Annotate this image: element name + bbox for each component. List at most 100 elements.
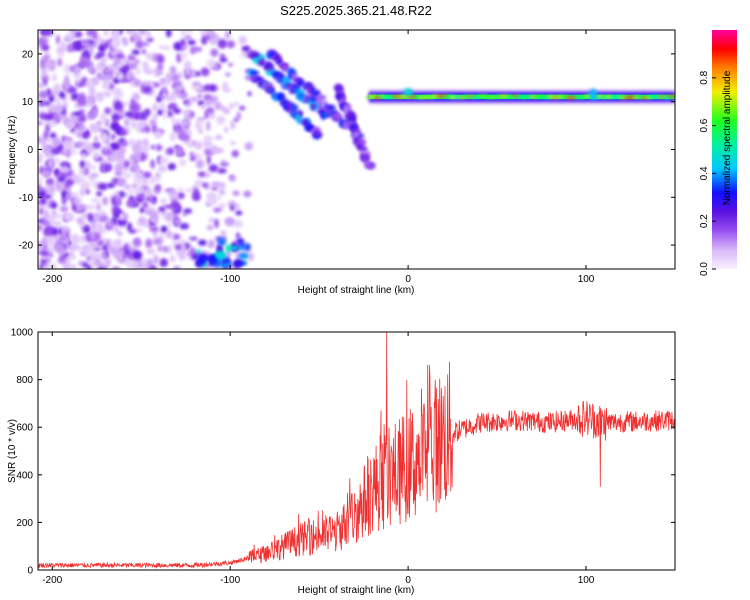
noise-blob: [64, 232, 70, 239]
noise-blob: [72, 148, 77, 156]
noise-blob: [154, 183, 162, 192]
noise-blob: [97, 127, 105, 133]
noise-blob: [213, 207, 222, 213]
noise-blob: [60, 166, 71, 174]
noise-blob: [154, 130, 163, 139]
noise-blob: [204, 84, 211, 91]
noise-blob: [127, 222, 133, 232]
noise-blob: [180, 30, 188, 37]
noise-blob: [96, 239, 104, 247]
noise-blob: [132, 92, 140, 102]
noise-blob: [99, 215, 109, 223]
noise-blob: [166, 147, 175, 155]
noise-blob: [144, 206, 155, 211]
noise-blob: [38, 208, 44, 215]
noise-blob: [139, 120, 148, 129]
noise-blob: [134, 228, 143, 233]
low-band-blob: [234, 259, 242, 269]
noise-blob: [135, 186, 146, 194]
noise-blob: [41, 216, 47, 226]
low-band-blob: [214, 259, 223, 268]
noise-blob: [66, 85, 77, 94]
noise-blob: [104, 82, 111, 88]
top-x-ticks: -200 -100 0 100: [42, 30, 595, 285]
noise-blob: [230, 205, 235, 211]
low-band-blob: [210, 258, 216, 266]
noise-blob: [50, 202, 58, 209]
noise-blob: [241, 45, 251, 52]
noise-blob: [129, 153, 139, 162]
noise-blob: [131, 142, 141, 153]
noise-blob: [185, 188, 193, 193]
noise-blob: [125, 70, 135, 81]
track-blob: [291, 73, 297, 79]
track-blob: [363, 158, 369, 164]
noise-blob: [79, 177, 86, 184]
noise-blob: [79, 235, 86, 243]
noise-blob: [123, 118, 130, 128]
noise-blob: [61, 260, 66, 265]
track-blob: [249, 70, 260, 76]
noise-blob: [184, 34, 192, 40]
noise-blob: [65, 33, 74, 42]
noise-blob: [239, 105, 246, 111]
noise-blob: [89, 164, 97, 171]
noise-blob: [173, 266, 180, 269]
colorbar-ticks: 0.0 0.2 0.4 0.6 0.8: [699, 70, 716, 276]
noise-blob: [44, 114, 54, 121]
noise-blob: [95, 95, 104, 102]
noise-blob: [121, 64, 130, 71]
noise-blob: [162, 110, 168, 120]
noise-blob: [49, 106, 58, 113]
noise-blob: [61, 232, 66, 242]
noise-blob: [84, 161, 91, 169]
noise-blob: [226, 40, 236, 49]
noise-blob: [38, 136, 43, 145]
noise-blob: [165, 30, 172, 38]
noise-blob: [155, 144, 163, 152]
noise-blob: [71, 203, 77, 212]
noise-blob: [174, 218, 181, 225]
noise-blob: [218, 188, 226, 196]
noise-blob: [188, 236, 198, 241]
noise-blob: [202, 183, 208, 188]
noise-blob: [214, 134, 223, 140]
noise-blob: [82, 132, 89, 139]
noise-blob: [100, 131, 109, 142]
noise-blob: [123, 192, 129, 198]
noise-blob: [171, 73, 180, 83]
noise-blob: [143, 65, 148, 72]
noise-blob: [111, 133, 116, 141]
noise-blob: [38, 152, 43, 160]
noise-blob: [104, 118, 109, 128]
noise-blob: [51, 137, 62, 148]
noise-blob: [117, 58, 127, 66]
noise-blob: [73, 111, 81, 116]
noise-blob: [143, 138, 149, 148]
noise-blob: [73, 65, 81, 73]
noise-blob: [152, 254, 160, 265]
noise-blob: [176, 147, 183, 157]
noise-blob: [74, 42, 80, 51]
noise-blob: [228, 62, 233, 67]
noise-blob: [190, 246, 196, 257]
noise-blob: [74, 30, 83, 38]
bottom-x-axis-label: Height of straight line (km): [298, 585, 415, 596]
noise-blob: [58, 113, 67, 120]
noise-blob: [183, 60, 192, 70]
noise-blob: [206, 224, 214, 231]
noise-blob: [152, 103, 159, 112]
noise-blob: [44, 215, 52, 220]
colorbar-tick-label: 0.4: [699, 166, 710, 180]
noise-blob: [113, 100, 124, 111]
bottom-x-ticks: -200 -100 0 100: [42, 332, 595, 586]
noise-blob: [160, 210, 168, 218]
noise-blob: [113, 251, 122, 260]
colorbar-tick-label: 0.0: [699, 262, 710, 276]
noise-blob: [159, 45, 165, 50]
noise-blob: [205, 121, 211, 132]
noise-blob: [113, 56, 121, 67]
track-blob: [363, 162, 373, 168]
noise-blob: [122, 38, 129, 47]
noise-blob: [141, 48, 146, 55]
